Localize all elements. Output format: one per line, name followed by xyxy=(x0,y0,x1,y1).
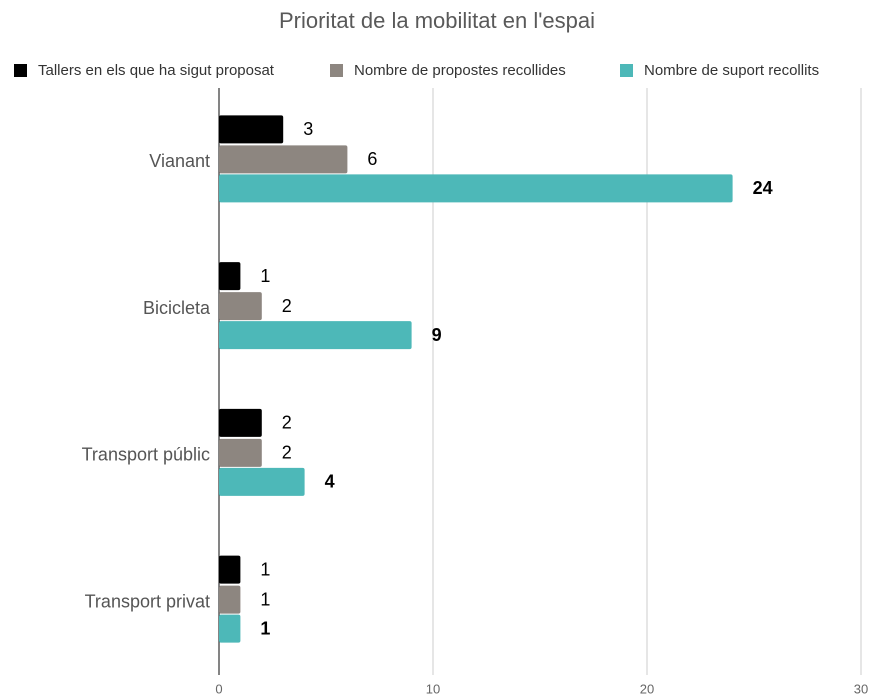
legend-swatch xyxy=(330,64,343,77)
bar xyxy=(219,115,284,144)
data-label: 6 xyxy=(367,149,377,169)
data-label: 1 xyxy=(260,589,270,609)
y-tick-label: Transport públic xyxy=(82,445,210,465)
data-label: 24 xyxy=(753,178,773,198)
data-label: 3 xyxy=(303,119,313,139)
data-label: 2 xyxy=(282,413,292,433)
bar xyxy=(219,408,262,437)
legend-swatch xyxy=(14,64,27,77)
bar xyxy=(219,262,241,291)
data-label: 4 xyxy=(325,472,335,492)
bar xyxy=(219,321,412,350)
legend-label: Tallers en els que ha sigut proposat xyxy=(38,62,275,79)
bar xyxy=(219,467,305,496)
bar xyxy=(219,174,733,203)
data-label: 2 xyxy=(282,443,292,463)
y-tick-label: Transport privat xyxy=(85,591,210,611)
bar xyxy=(219,585,241,614)
bar xyxy=(219,292,262,321)
legend-label: Nombre de suport recollits xyxy=(644,62,819,79)
bar xyxy=(219,145,348,174)
y-tick-label: Bicicleta xyxy=(143,298,211,318)
data-label: 9 xyxy=(432,325,442,345)
bar xyxy=(219,614,241,643)
data-label: 1 xyxy=(260,559,270,579)
data-label: 1 xyxy=(260,618,270,638)
legend-swatch xyxy=(620,64,633,77)
chart-title: Prioritat de la mobilitat en l'espai xyxy=(279,8,595,33)
y-tick-label: Vianant xyxy=(149,151,210,171)
data-label: 1 xyxy=(260,266,270,286)
x-tick-label: 20 xyxy=(640,681,654,696)
bar xyxy=(219,438,262,467)
data-label: 2 xyxy=(282,296,292,316)
x-tick-label: 30 xyxy=(854,681,868,696)
x-tick-label: 10 xyxy=(426,681,440,696)
bar xyxy=(219,555,241,584)
legend-label: Nombre de propostes recollides xyxy=(354,62,566,79)
x-tick-label: 0 xyxy=(215,681,222,696)
